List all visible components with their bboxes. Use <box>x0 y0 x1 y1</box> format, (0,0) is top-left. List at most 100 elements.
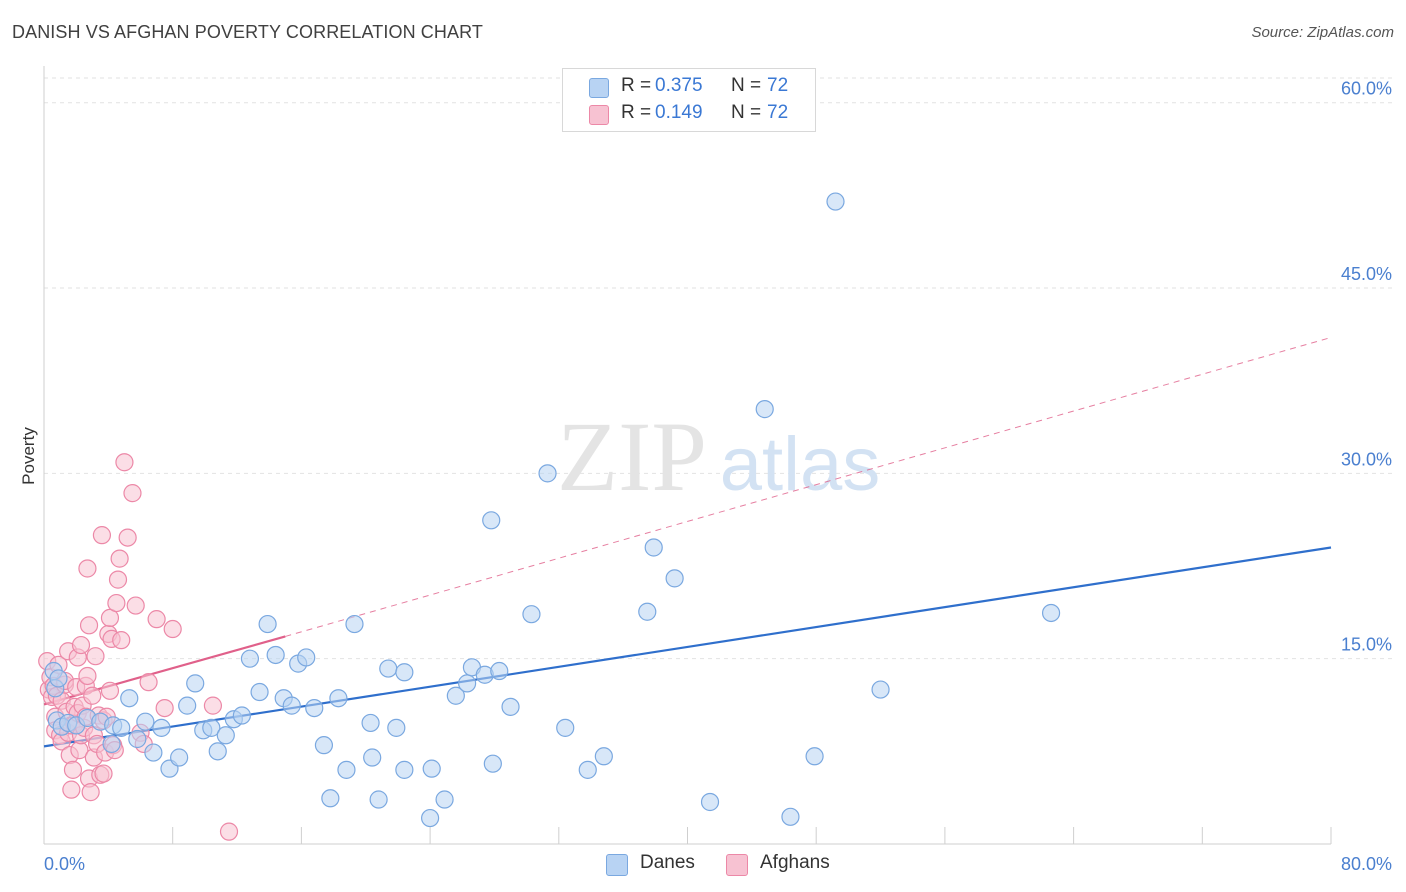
danes-point <box>501 697 520 716</box>
y-axis-label: Poverty <box>19 427 38 485</box>
y-tick-label: 60.0% <box>1341 79 1392 99</box>
y-tick-label: 30.0% <box>1341 449 1392 469</box>
afghans-point <box>155 698 174 718</box>
afghans-point <box>163 619 182 639</box>
danes-point <box>258 614 277 634</box>
afghans-point <box>115 453 134 472</box>
danes-point <box>665 569 684 588</box>
legend-n-label: N = <box>731 75 762 96</box>
y-tick-label: 45.0% <box>1341 264 1392 284</box>
legend-r-value: 0.375 <box>655 75 703 96</box>
danes-point <box>363 748 382 767</box>
afghans-point <box>118 528 137 547</box>
afghans-point <box>123 484 142 503</box>
afghans-swatch <box>589 105 609 125</box>
correlation-legend: R = 0.375 N = 72 R = 0.149 N = 72 <box>562 68 816 132</box>
danes-point <box>170 748 189 767</box>
afghans-point <box>139 673 158 692</box>
danes-point <box>305 698 324 718</box>
afghans-point <box>86 647 105 666</box>
bottom-legend-label: Afghans <box>760 852 830 873</box>
danes-point <box>232 706 251 725</box>
danes-point <box>482 511 501 530</box>
danes-point <box>379 659 398 678</box>
danes-point <box>826 192 845 211</box>
x-tick-max: 80.0% <box>1341 854 1392 874</box>
afghans-point <box>147 610 166 629</box>
danes-point <box>446 686 465 705</box>
danes-point <box>556 718 575 737</box>
danes-point <box>490 661 509 681</box>
danes-point <box>700 792 720 812</box>
danes-point <box>102 734 121 754</box>
danes-point <box>321 789 340 808</box>
afghans-point <box>78 559 97 578</box>
trend-lines <box>43 336 1332 748</box>
grid <box>44 77 1392 660</box>
danes-point <box>282 696 301 715</box>
afghans-point <box>126 596 145 615</box>
danes-point <box>578 760 597 779</box>
danes-point <box>329 689 348 708</box>
danes-point <box>395 760 414 779</box>
bottom-legend-label: Danes <box>640 852 695 873</box>
legend-n-label: N = <box>731 102 762 123</box>
legend-r-label: R = <box>621 102 652 123</box>
danes-point <box>240 649 260 668</box>
legend-n-value: 72 <box>767 102 789 123</box>
danes-point <box>422 759 441 778</box>
danes-swatch <box>589 78 609 98</box>
afghans-point <box>107 593 126 613</box>
danes-point <box>781 807 800 826</box>
chart-title: DANISH VS AFGHAN POVERTY CORRELATION CHA… <box>12 22 483 42</box>
danes-point <box>120 689 139 708</box>
danes-point <box>421 808 440 828</box>
danes-point <box>387 718 406 737</box>
danes-point <box>136 712 155 731</box>
afghans-point <box>100 681 120 700</box>
afghans-point <box>81 783 100 802</box>
danes-point <box>594 747 613 766</box>
danes-point <box>395 663 414 682</box>
danes-point <box>538 464 557 483</box>
afghans-point <box>203 696 223 715</box>
danes-point <box>1041 603 1061 623</box>
axes <box>43 66 1332 845</box>
danes-point <box>805 747 824 766</box>
afghans-point <box>83 686 102 705</box>
danes-point <box>266 645 285 665</box>
afghans-trend-line-extension <box>285 336 1332 637</box>
x-tick-min: 0.0% <box>44 854 85 874</box>
danes-point <box>202 718 221 737</box>
danes-point <box>178 696 197 715</box>
watermark-zip: ZIP <box>557 401 707 512</box>
legend-n-value: 72 <box>767 75 789 96</box>
danes-point <box>369 790 388 809</box>
watermark-atlas: atlas <box>720 422 881 507</box>
legend-r-label: R = <box>621 75 652 96</box>
afghans-point <box>62 780 81 799</box>
afghans-point <box>219 822 239 841</box>
danes-point <box>345 614 364 634</box>
danes-point <box>208 742 227 761</box>
source-label: Source: ZipAtlas.com <box>1251 24 1394 41</box>
danes-point <box>638 602 657 621</box>
danes-point <box>186 674 205 693</box>
danes-point <box>337 760 356 779</box>
afghans-point <box>112 631 131 650</box>
danes-trend-line <box>43 546 1332 748</box>
danes-point <box>297 648 316 667</box>
danes-point <box>112 718 131 737</box>
afghans-point <box>71 635 91 655</box>
danes-point <box>49 669 68 688</box>
danes-point <box>144 743 163 762</box>
danes-point <box>361 713 380 733</box>
danes-point <box>644 538 663 557</box>
afghans-point <box>79 616 99 635</box>
y-ticks: 15.0% 30.0% 45.0% 60.0% <box>1341 79 1392 655</box>
danes-point <box>458 674 477 693</box>
afghans-point <box>92 526 112 545</box>
danes-point <box>128 729 147 749</box>
danes-point <box>522 605 541 624</box>
